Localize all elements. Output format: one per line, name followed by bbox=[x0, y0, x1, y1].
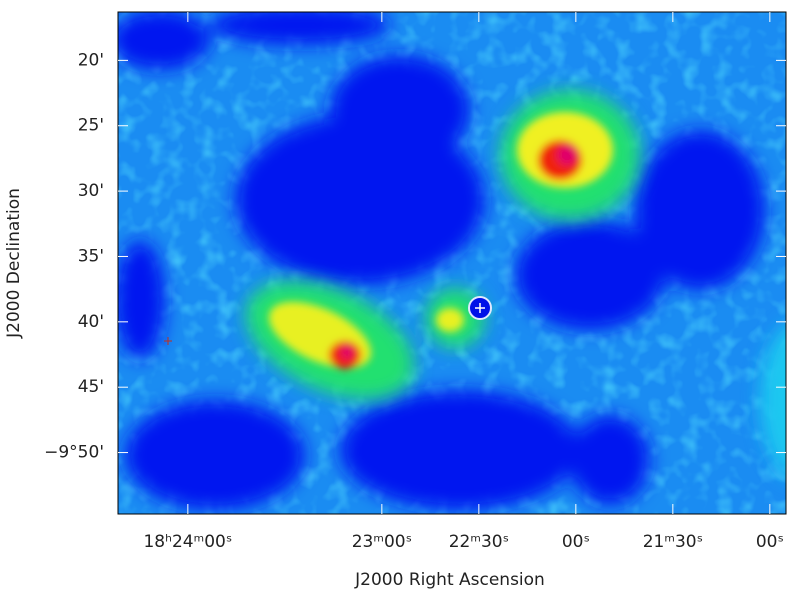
x-tick-label: 00ˢ bbox=[756, 532, 784, 552]
sky-image bbox=[118, 12, 786, 514]
x-axis-label: J2000 Right Ascension bbox=[354, 570, 545, 590]
y-axis-label: J2000 Declination bbox=[4, 188, 24, 339]
x-tick-label: 23ᵐ00ˢ bbox=[352, 532, 412, 552]
x-tick-label: 18ʰ24ᵐ00ˢ bbox=[143, 532, 232, 552]
y-tick-label: 45' bbox=[78, 377, 104, 397]
y-tick-label: 25' bbox=[78, 116, 104, 136]
x-tick-label: 22ᵐ30ˢ bbox=[449, 532, 509, 552]
y-tick-label: −9°50' bbox=[44, 443, 104, 463]
x-tick-label: 21ᵐ30ˢ bbox=[643, 532, 703, 552]
y-tick-label: 40' bbox=[78, 312, 104, 332]
plot-frame bbox=[117, 11, 787, 515]
y-tick-label: 20' bbox=[78, 50, 104, 70]
x-tick-label: 00ˢ bbox=[562, 532, 590, 552]
y-tick-label: 35' bbox=[78, 246, 104, 266]
y-tick-label: 30' bbox=[78, 181, 104, 201]
